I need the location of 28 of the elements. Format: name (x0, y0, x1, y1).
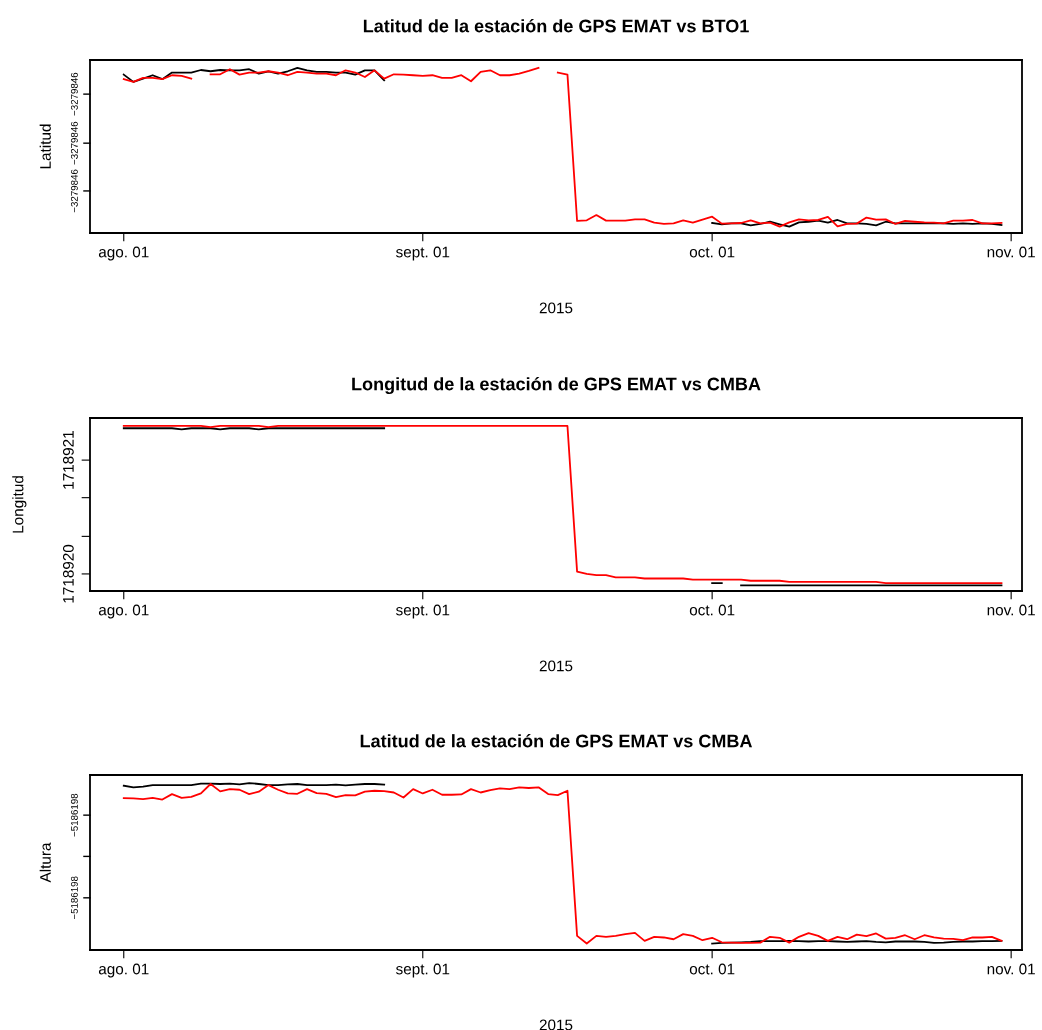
text: −3279846 (70, 169, 78, 213)
x-tick-label: sept. 01 (396, 604, 450, 619)
x-tick-label: nov. 01 (987, 246, 1035, 258)
x-tick-label: nov. 01 (987, 963, 1035, 975)
y-tick-label: 1718921 (62, 431, 74, 489)
x-tick-label: oct. 01 (689, 246, 735, 258)
y-axis-title: Altura (39, 842, 51, 883)
x-tick-label: ago. 01 (98, 604, 149, 619)
x-tick-label: ago. 01 (98, 963, 149, 978)
chart-title: Longitud de la estación de GPS EMAT vs CMBA (352, 376, 761, 395)
x-tick-label: sept. 01 (396, 246, 450, 261)
x-axis-title: 2015 (539, 302, 573, 314)
chart-title: Latitud de la estación de GPS EMAT vs BTO1 (363, 18, 749, 33)
x-tick-label: nov. 01 (987, 604, 1035, 616)
text: −5186198 (70, 793, 78, 837)
x-tick-label: oct. 01 (689, 604, 735, 616)
x-axis-title: 2015 (539, 660, 573, 672)
text: −3279846 (70, 121, 78, 165)
y-tick-label: 1718920 (62, 544, 74, 603)
x-tick-label: oct. 01 (689, 963, 735, 975)
x-axis-title: 2015 (539, 1019, 573, 1030)
x-tick-label: ago. 01 (98, 246, 149, 261)
y-axis-title: Latitud (39, 124, 51, 169)
text: −3279846 (70, 72, 78, 116)
chart-title: Latitud de la estación de GPS EMAT vs CMBA (360, 733, 753, 748)
x-tick-label: sept. 01 (396, 963, 450, 978)
y-axis-title: Longitud (12, 476, 27, 533)
text: −5186198 (70, 876, 78, 920)
